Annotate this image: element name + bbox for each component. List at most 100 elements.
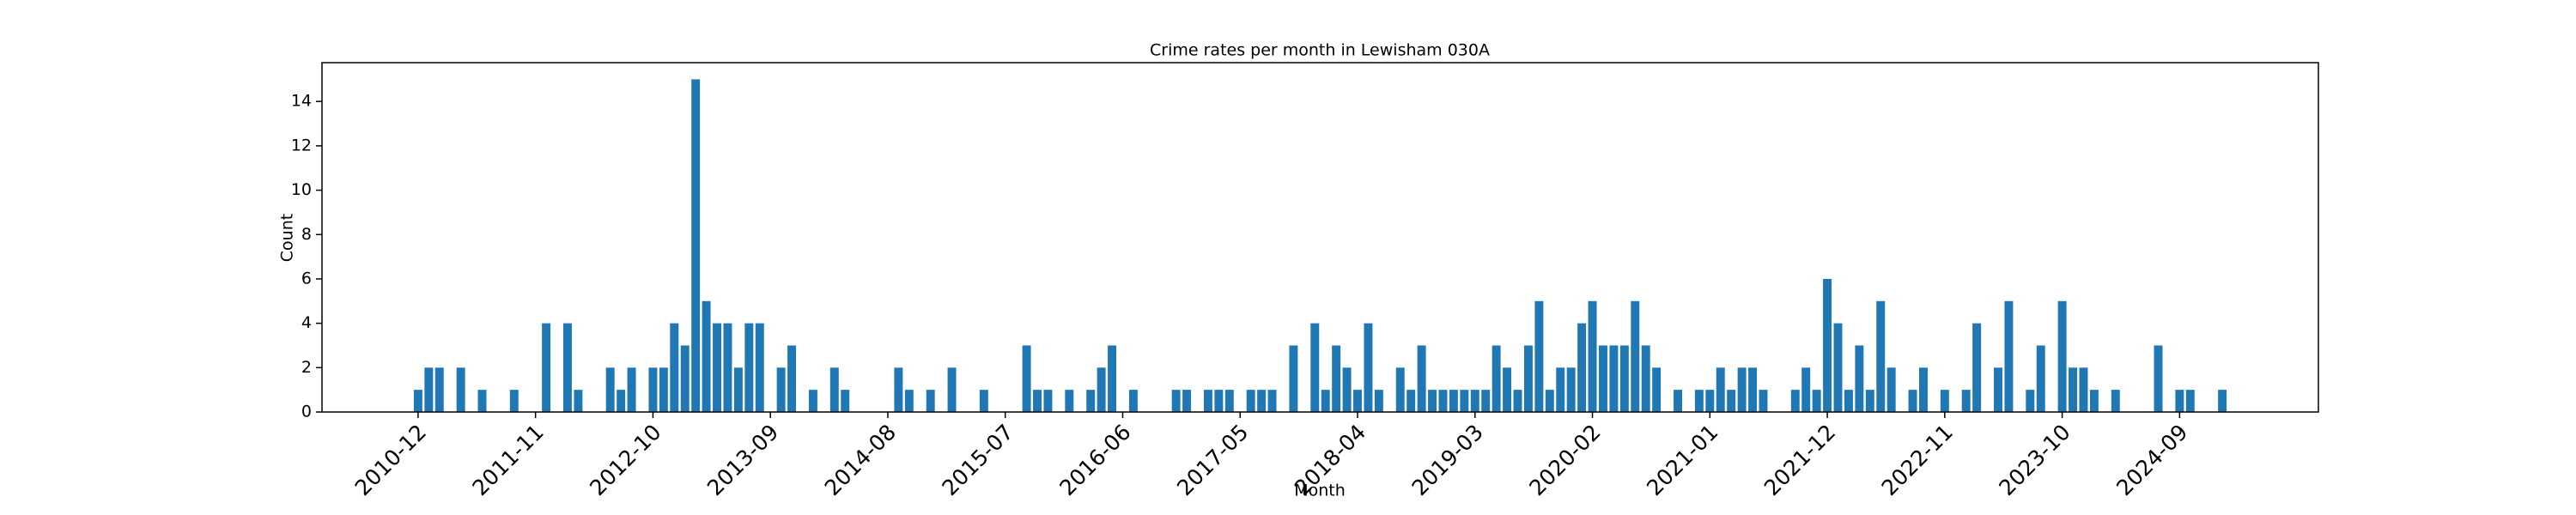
- bar: [2111, 390, 2120, 412]
- bar: [1470, 390, 1479, 412]
- bar: [542, 323, 551, 412]
- bar: [1674, 390, 1682, 412]
- bar: [947, 367, 957, 412]
- bar: [1022, 345, 1031, 412]
- x-tick-label: 2015-07: [938, 420, 1018, 500]
- y-tick-label: 4: [301, 313, 312, 332]
- bar: [1940, 390, 1949, 412]
- bar: [1097, 367, 1106, 412]
- y-tick-label: 12: [291, 136, 312, 154]
- bar: [1908, 390, 1917, 412]
- bar: [1566, 367, 1576, 412]
- bar: [1086, 390, 1096, 412]
- bar: [562, 323, 572, 412]
- x-tick-label: 2020-02: [1524, 420, 1605, 500]
- bar: [1609, 345, 1619, 412]
- bar: [1523, 345, 1533, 412]
- bar: [1321, 390, 1330, 412]
- x-axis-label: Month: [1294, 482, 1346, 500]
- bar: [2089, 390, 2099, 412]
- bar: [1065, 390, 1074, 412]
- bar: [1577, 323, 1587, 412]
- bar: [680, 345, 690, 412]
- bar: [1812, 390, 1821, 412]
- bar: [1694, 390, 1704, 412]
- bar: [2218, 390, 2227, 412]
- bar: [1332, 345, 1341, 412]
- x-tick-label: 2021-01: [1642, 420, 1722, 500]
- chart-title: Crime rates per month in Lewisham 030A: [1150, 41, 1490, 60]
- bar: [627, 367, 636, 412]
- bar: [1737, 367, 1747, 412]
- bar: [1481, 390, 1491, 412]
- bar: [574, 390, 583, 412]
- bar: [509, 390, 519, 412]
- bar: [2069, 367, 2078, 412]
- bar: [1460, 390, 1469, 412]
- bar: [713, 323, 721, 412]
- bar: [1171, 390, 1181, 412]
- bar: [670, 323, 679, 412]
- bar: [605, 367, 615, 412]
- x-tick-label: 2021-12: [1759, 420, 1840, 500]
- bar: [1492, 345, 1501, 412]
- bar: [1033, 390, 1042, 412]
- bar: [2175, 390, 2184, 412]
- bar: [1652, 367, 1662, 412]
- bar: [787, 345, 797, 412]
- bar: [841, 390, 850, 412]
- bar: [1214, 390, 1224, 412]
- y-tick-label: 2: [301, 358, 312, 377]
- bar: [1353, 390, 1362, 412]
- bar: [1534, 300, 1544, 412]
- x-tick-label: 2012-10: [585, 420, 665, 500]
- bar: [1267, 390, 1277, 412]
- bar: [1801, 367, 1811, 412]
- bar: [926, 390, 935, 412]
- bar: [723, 323, 732, 412]
- bar: [477, 390, 487, 412]
- bar: [648, 367, 658, 412]
- bar: [659, 367, 668, 412]
- bar: [755, 323, 764, 412]
- bar: [904, 390, 914, 412]
- bar: [1257, 390, 1267, 412]
- y-tick-label: 14: [291, 92, 312, 111]
- bar: [1631, 300, 1640, 412]
- bar: [1790, 390, 1800, 412]
- bar: [1417, 345, 1426, 412]
- bar: [1449, 390, 1458, 412]
- bar: [617, 390, 626, 412]
- bar: [1556, 367, 1565, 412]
- bar: [2057, 300, 2067, 412]
- y-tick-label: 8: [301, 225, 312, 244]
- bar: [1043, 390, 1053, 412]
- bar: [1961, 390, 1971, 412]
- bar: [1748, 367, 1758, 412]
- bar: [1619, 345, 1629, 412]
- bar: [1342, 367, 1352, 412]
- bar: [1310, 323, 1320, 412]
- bar: [1759, 390, 1768, 412]
- bar: [1599, 345, 1607, 412]
- bar: [1994, 367, 2002, 412]
- bar: [1203, 390, 1212, 412]
- bar: [1876, 300, 1886, 412]
- x-tick-label: 2011-11: [467, 420, 548, 500]
- bar: [979, 390, 988, 412]
- bar: [1428, 390, 1437, 412]
- bar: [1823, 278, 1832, 412]
- bar: [1395, 367, 1405, 412]
- bar: [1716, 367, 1725, 412]
- bar: [1108, 345, 1117, 412]
- x-tick-label: 2019-03: [1407, 420, 1488, 500]
- x-tick-label: 2023-10: [1994, 420, 2075, 500]
- bar: [691, 79, 701, 412]
- bar: [1705, 390, 1715, 412]
- bar: [456, 367, 465, 412]
- bar: [894, 367, 903, 412]
- x-tick-label: 2017-05: [1172, 420, 1253, 500]
- bar: [2079, 367, 2088, 412]
- bar: [1503, 367, 1512, 412]
- x-tick-label: 2022-11: [1877, 420, 1958, 500]
